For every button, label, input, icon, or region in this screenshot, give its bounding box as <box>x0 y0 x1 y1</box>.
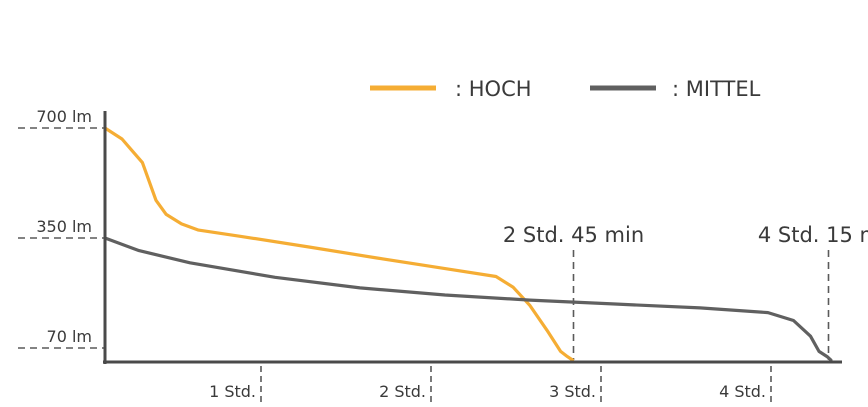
series-line-hoch <box>103 126 575 362</box>
runtime-marker-label: 2 Std. 45 min <box>503 223 644 247</box>
legend-label: : HOCH <box>455 77 532 101</box>
legend-label: : MITTEL <box>672 77 761 101</box>
x-tick-label: 3 Std. <box>549 382 596 401</box>
x-tick-label: 4 Std. <box>719 382 766 401</box>
y-reference-label: 350 lm <box>36 217 92 236</box>
x-tick-label: 2 Std. <box>379 382 426 401</box>
y-reference-label: 70 lm <box>47 327 92 346</box>
runtime-marker-label: 4 Std. 15 min <box>758 223 868 247</box>
y-reference-label: 700 lm <box>36 107 92 126</box>
x-tick-label: 1 Std. <box>209 382 256 401</box>
series-line-mittel <box>103 236 833 362</box>
